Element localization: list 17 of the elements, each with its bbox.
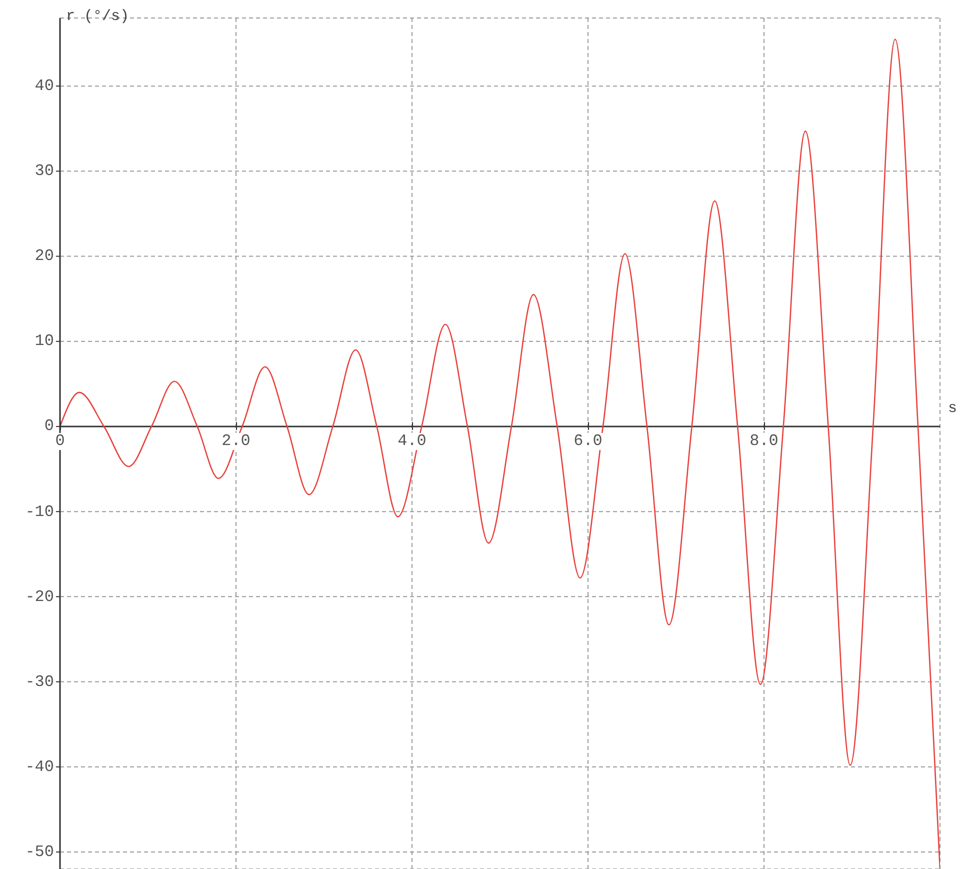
x-tick-label: 6.0 — [572, 432, 604, 450]
x-tick-label: 4.0 — [396, 432, 428, 450]
y-tick-label: -20 — [25, 588, 54, 606]
x-axis-title: s — [948, 400, 958, 418]
y-tick-label: 30 — [34, 162, 54, 180]
x-tick-label: 8.0 — [748, 432, 780, 450]
y-tick-label: 10 — [34, 332, 54, 350]
y-tick-label: 40 — [34, 77, 54, 96]
y-tick-label: 20 — [34, 247, 54, 266]
y-tick-label: -30 — [25, 672, 54, 691]
y-tick-label: -10 — [25, 502, 54, 521]
x-tick-label: 0 — [53, 432, 67, 450]
y-tick-label: -40 — [25, 758, 54, 776]
x-tick-label: 2.0 — [220, 432, 252, 450]
y-tick-label: -50 — [25, 842, 54, 861]
y-axis-title: r (°/s) — [66, 8, 130, 25]
y-tick-label: 0 — [44, 417, 54, 436]
